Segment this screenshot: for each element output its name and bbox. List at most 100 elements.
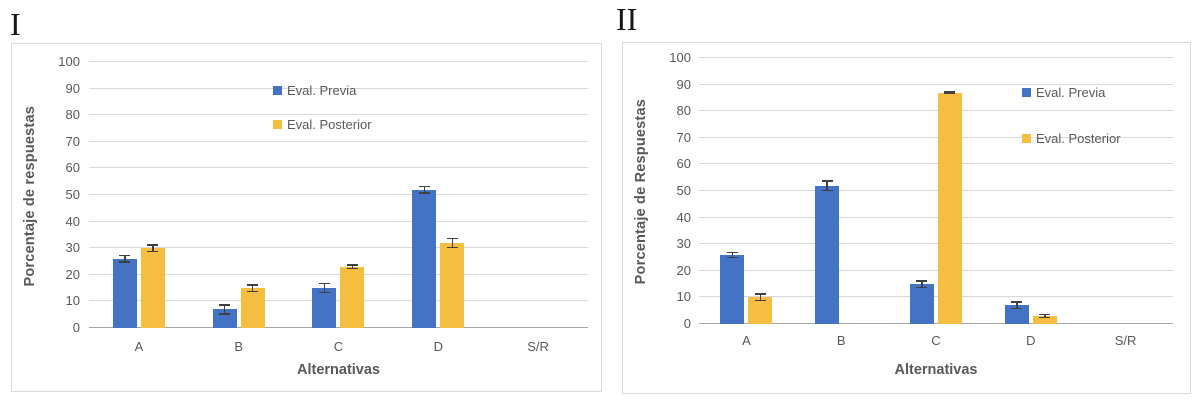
category-slot-B [189, 64, 289, 328]
bar-posterior-C [937, 92, 962, 324]
legend-label-previa: Eval. Previa [287, 82, 357, 98]
y-tick-80: 80 [65, 107, 80, 123]
y-tick-0: 0 [72, 320, 80, 335]
legend-marker-posterior [1022, 133, 1031, 143]
error-bar-previa-D [418, 185, 430, 194]
bar-previa-B [815, 185, 840, 324]
category-slot-C [889, 60, 984, 324]
x-axis-title: Alternativas [296, 362, 380, 378]
y-tick-90: 90 [676, 76, 691, 92]
x-tick-D: D [433, 339, 443, 354]
bar-posterior-A [748, 297, 773, 324]
y-tick-30: 30 [676, 236, 691, 252]
legend-label-previa: Eval. Previa [1036, 84, 1106, 100]
y-tick-60: 60 [65, 160, 80, 176]
x-tick-B: B [836, 333, 846, 348]
gridline-40 [89, 220, 588, 222]
x-tick-S/R: S/R [1114, 333, 1137, 348]
panel-label-I: I [10, 6, 21, 42]
gridline-20 [699, 269, 1173, 271]
gridline-10 [89, 300, 588, 302]
gridline-90 [89, 87, 588, 89]
category-slot-D [983, 60, 1078, 324]
chart-panel-I: Porcentaje de respuestas 0 10 20 30 40 50 60 70… [11, 43, 602, 392]
y-tick-20: 20 [65, 266, 80, 282]
gridline-60 [89, 167, 588, 169]
gridline-50 [89, 194, 588, 195]
category-slot-A [699, 60, 794, 324]
panel-label-II: II [616, 1, 638, 37]
error-bar-previa-A [726, 251, 738, 259]
gridline-80 [699, 110, 1173, 112]
y-tick-70: 70 [65, 133, 80, 149]
error-bar-previa-B [219, 304, 231, 315]
gridline-90 [699, 83, 1173, 85]
y-axis-title: Porcentaje de Respuestas [633, 99, 649, 285]
gridline-40 [699, 216, 1173, 218]
bar-posterior-A [140, 248, 165, 328]
y-axis-title-wrap: Porcentaje de respuestas [18, 64, 42, 328]
legend: Eval. Previa Eval. Posterior [273, 82, 372, 132]
bar-posterior-C [340, 266, 365, 328]
legend-label-posterior: Eval. Posterior [1036, 130, 1121, 146]
error-bar-previa-D [1011, 301, 1023, 310]
y-tick-100: 100 [58, 54, 80, 69]
bar-previa-C [312, 288, 337, 328]
y-tick-10: 10 [65, 293, 80, 309]
y-tick-10: 10 [676, 289, 691, 305]
legend-item-previa: Eval. Previa [273, 82, 372, 98]
plot-area: Eval. Previa Eval. Posterior [89, 61, 588, 328]
error-bar-posterior-B [247, 284, 259, 293]
x-tick-D: D [1026, 333, 1036, 348]
x-axis-line [89, 327, 588, 328]
gridline-50 [699, 190, 1173, 191]
x-tick-C: C [931, 333, 941, 348]
y-tick-90: 90 [65, 80, 80, 96]
y-tick-50: 50 [676, 183, 691, 198]
y-tick-30: 30 [65, 240, 80, 256]
x-tick-B: B [234, 339, 244, 354]
bar-previa-A [112, 258, 137, 328]
x-axis-title: Alternativas [894, 362, 978, 378]
error-bar-previa-C [318, 282, 330, 294]
gridline-30 [89, 247, 588, 249]
y-axis-ticks: 0 10 20 30 40 50 60 70 80 90 100 [42, 54, 80, 335]
category-slot-A [89, 64, 189, 328]
category-slot-C [289, 64, 389, 328]
y-tick-0: 0 [683, 316, 691, 331]
y-tick-60: 60 [676, 156, 691, 172]
gridline-20 [89, 273, 588, 275]
error-bar-previa-C [916, 280, 928, 289]
y-tick-50: 50 [65, 187, 80, 202]
error-bar-posterior-C [944, 91, 956, 94]
x-axis-labels: A B C D S/R [699, 333, 1173, 349]
bar-previa-D [1004, 305, 1029, 324]
gridline-100 [699, 57, 1173, 58]
gridline-30 [699, 243, 1173, 245]
x-axis-labels: A B C D S/R [89, 339, 588, 355]
bar-previa-B [212, 309, 237, 328]
y-axis-title: Porcentaje de respuestas [22, 105, 38, 287]
error-bar-posterior-D [446, 237, 458, 249]
bar-posterior-B [240, 288, 265, 328]
y-tick-20: 20 [676, 262, 691, 278]
legend-item-posterior: Eval. Posterior [1022, 130, 1121, 146]
y-axis-title-wrap: Porcentaje de Respuestas [629, 60, 653, 324]
category-slot-D [388, 64, 488, 328]
category-slot-B [794, 60, 889, 324]
legend-item-posterior: Eval. Posterior [273, 116, 372, 132]
error-bar-previa-B [821, 180, 833, 191]
bar-posterior-D [440, 242, 465, 328]
category-slot-S/R [488, 64, 588, 328]
x-tick-C: C [333, 339, 344, 354]
error-bar-posterior-D [1039, 313, 1051, 319]
error-bar-posterior-A [754, 293, 766, 302]
bar-slots [699, 60, 1173, 324]
plot-area: Eval. Previa Eval. Posterior [699, 57, 1173, 324]
y-axis-ticks: 0 10 20 30 40 50 60 70 80 90 100 [653, 50, 691, 331]
legend-marker-previa [1022, 87, 1031, 97]
gridline-60 [699, 163, 1173, 165]
y-tick-40: 40 [676, 209, 691, 225]
bar-slots [89, 64, 588, 328]
y-tick-70: 70 [676, 129, 691, 145]
